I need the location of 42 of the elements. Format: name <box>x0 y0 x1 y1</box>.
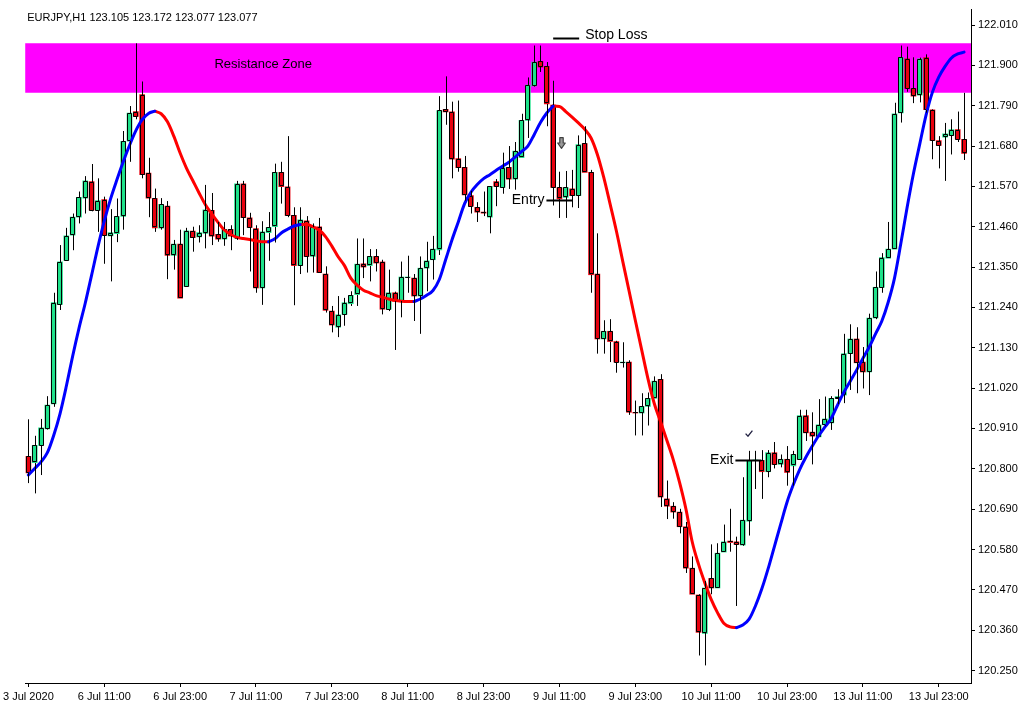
candlestick <box>891 102 898 250</box>
x-tick-label: 7 Jul 11:00 <box>229 689 283 702</box>
x-tick-label: 6 Jul 23:00 <box>153 689 208 702</box>
x-tick-label: 8 Jul 11:00 <box>381 689 435 702</box>
ref-line-label: Exit <box>710 451 734 468</box>
candlestick <box>720 524 727 553</box>
chart-title: EURJPY,H1 123.105 123.172 123.077 123.077 <box>27 10 258 23</box>
x-tick-label: 6 Jul 11:00 <box>77 689 131 702</box>
x-tick-label: 7 Jul 23:00 <box>304 689 359 702</box>
y-tick-label: 120.580 <box>978 542 1018 555</box>
candlestick <box>322 265 329 314</box>
x-tick-label: 10 Jul 23:00 <box>757 689 817 702</box>
x-tick-label: 8 Jul 23:00 <box>456 689 511 702</box>
candlestick <box>63 227 70 261</box>
y-tick-label: 120.470 <box>978 582 1018 595</box>
x-tick-label: 3 Jul 2020 <box>3 689 54 702</box>
ref-line-label: Entry <box>511 191 545 208</box>
x-tick-label: 13 Jul 11:00 <box>833 689 893 702</box>
y-tick-label: 121.900 <box>978 58 1018 71</box>
y-tick-label: 121.680 <box>978 139 1018 152</box>
y-tick-label: 121.790 <box>978 98 1018 111</box>
x-tick-label: 10 Jul 11:00 <box>681 689 741 702</box>
candlestick <box>474 201 481 223</box>
y-tick-label: 121.130 <box>978 340 1018 353</box>
y-tick-label: 120.250 <box>978 663 1018 676</box>
y-tick-label: 120.910 <box>978 421 1018 434</box>
y-tick-label: 121.570 <box>978 179 1018 192</box>
y-tick-label: 120.690 <box>978 502 1018 515</box>
y-tick-label: 122.010 <box>978 18 1018 31</box>
y-tick-label: 120.800 <box>978 461 1018 474</box>
candlestick <box>468 190 474 215</box>
x-tick-label: 13 Jul 23:00 <box>908 689 969 702</box>
y-tick-label: 121.020 <box>978 381 1018 394</box>
candlestick <box>246 212 253 272</box>
x-tick-label: 9 Jul 23:00 <box>608 689 663 702</box>
y-tick-label: 120.360 <box>978 623 1018 636</box>
band-label: Resistance Zone <box>214 55 312 71</box>
y-tick-label: 121.460 <box>978 219 1018 232</box>
ref-line-label: Stop Loss <box>585 25 648 42</box>
y-tick-label: 121.350 <box>978 260 1018 273</box>
y-tick-label: 121.240 <box>978 300 1018 313</box>
x-tick-label: 9 Jul 11:00 <box>532 689 586 702</box>
